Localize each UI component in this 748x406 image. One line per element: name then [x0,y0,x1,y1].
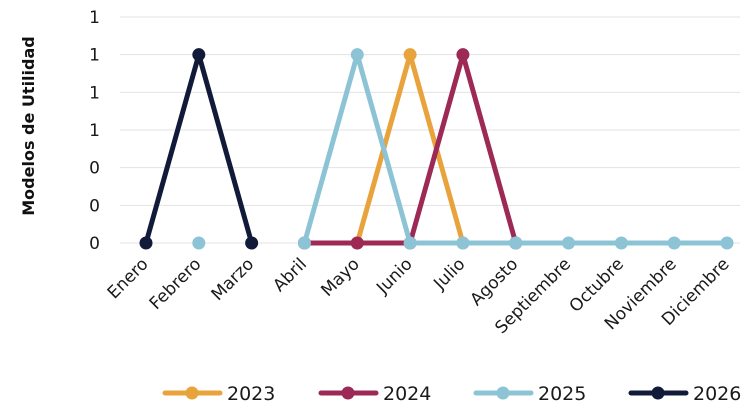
data-point [667,236,681,250]
series-2025 [192,48,734,250]
data-point [192,48,206,62]
data-point [456,236,470,250]
data-point [403,48,417,62]
x-tick-label: Marzo [208,254,258,304]
data-point [297,236,311,250]
data-point [509,236,523,250]
x-tick-label: Junio [372,254,416,298]
x-tick-label: Julio [429,254,469,294]
x-tick-label: Enero [104,254,153,303]
y-tick-label: 1 [89,121,100,141]
data-point [350,48,364,62]
legend-label: 2026 [693,383,741,405]
y-tick-label: 0 [89,196,100,216]
data-point [350,236,364,250]
series-line [301,52,519,246]
series-line [301,52,730,246]
legend-item-2025: 2025 [473,383,586,405]
data-point [192,236,206,250]
series-lines [139,48,734,250]
y-tick-label: 1 [89,8,100,28]
legend-marker [341,386,355,400]
series-line [143,52,255,246]
data-point [614,236,628,250]
y-tick-label: 1 [89,83,100,103]
series-2023 [350,48,470,250]
legend-item-2023: 2023 [162,383,275,405]
data-point [139,236,153,250]
legend-label: 2023 [227,383,275,405]
series-2026 [139,48,259,250]
data-point [562,236,576,250]
legend-item-2024: 2024 [318,383,431,405]
x-tick-label: Abril [269,254,311,296]
data-point [720,236,734,250]
x-tick-label: Mayo [317,254,363,300]
y-tick-label: 0 [89,159,100,179]
legend-label: 2024 [383,383,431,405]
legend: 2023 2024 2025 2026 [162,383,741,405]
data-point [456,48,470,62]
y-axis-label: Modelos de Utilidad [19,36,38,215]
legend-label: 2025 [538,383,586,405]
legend-marker [496,386,510,400]
legend-marker [651,386,665,400]
legend-marker [185,386,199,400]
y-axis-ticks: 0 0 0 1 1 1 1 [89,8,100,254]
x-tick-label: Febrero [146,254,206,314]
data-point [245,236,259,250]
legend-item-2026: 2026 [628,383,741,405]
y-tick-label: 1 [89,46,100,66]
y-tick-label: 0 [89,234,100,254]
series-line [354,52,466,246]
data-point [403,236,417,250]
